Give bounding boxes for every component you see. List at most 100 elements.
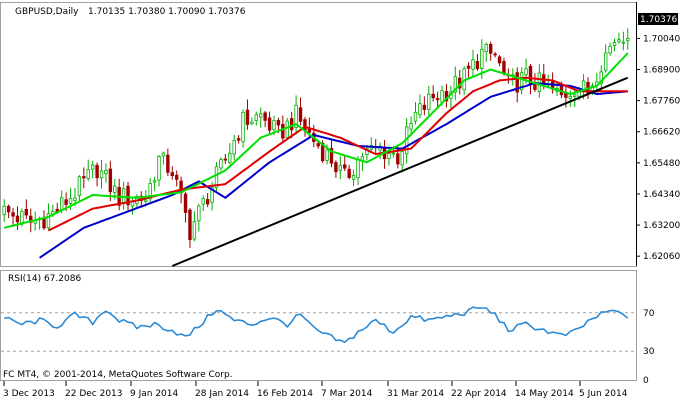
candle-body [391, 152, 396, 155]
candle-body [329, 148, 334, 164]
candle-body [11, 212, 15, 217]
candle-body [612, 42, 617, 47]
candle-body [617, 39, 621, 42]
candle-body [276, 119, 281, 126]
candle-body [338, 164, 343, 171]
candle-body [267, 117, 272, 131]
rsi-tick-label: 30 [643, 347, 655, 357]
candle-body [418, 103, 422, 116]
candle-body [497, 56, 502, 64]
candle-body [568, 95, 572, 99]
candle-body [294, 104, 298, 128]
candle-body [236, 138, 241, 141]
candle-body [599, 71, 603, 84]
time-tick-label: 5 Jun 2014 [579, 389, 628, 399]
time-tick-label: 16 Feb 2014 [257, 389, 313, 399]
rsi-tick-label: 70 [643, 309, 655, 319]
candle-body [440, 90, 444, 103]
rsi-levels [1, 312, 636, 352]
candle-body [320, 142, 325, 162]
candle-body [6, 205, 11, 213]
candle-body [356, 159, 360, 179]
support-trendline [171, 76, 629, 267]
candle-body [192, 221, 197, 240]
symbol-title: GBPUSD,Daily [15, 7, 79, 17]
candle-body [427, 93, 431, 110]
candle-body [603, 52, 608, 71]
current-price-tag-bg [638, 13, 678, 25]
candle-body [166, 154, 170, 173]
rsi-tick-label: 0 [643, 376, 649, 386]
rsi-axis: 70 30 0 [643, 309, 655, 386]
rsi-panel [0, 270, 637, 381]
trendline [171, 76, 629, 267]
ohlc-values: 1.70135 1.70380 1.70090 1.70376 [88, 7, 246, 17]
candle-body [422, 104, 427, 110]
candle-body [519, 72, 524, 91]
candle-body [183, 193, 188, 213]
candle-body [201, 198, 205, 205]
price-tick-label: 1.66620 [643, 128, 680, 138]
candle-body [387, 153, 391, 159]
candle-body [475, 61, 480, 70]
candle-body [29, 215, 33, 223]
candle-body [396, 153, 400, 165]
price-tick-label: 1.67760 [643, 97, 680, 107]
candle-body [493, 53, 497, 56]
candle-body [2, 205, 6, 216]
candle-body [351, 174, 356, 180]
candle-body [524, 68, 528, 76]
candle-body [272, 120, 276, 131]
candle-body [537, 72, 542, 92]
price-tick-label: 1.62060 [643, 252, 680, 262]
candle-body [60, 197, 64, 210]
price-tick-label: 1.68900 [643, 66, 680, 76]
candle-body [205, 199, 210, 205]
candle-body [343, 164, 347, 169]
ma-slow-line [39, 82, 628, 259]
price-axis: 1.70040 1.68900 1.67760 1.66620 1.65480 1.643… [636, 2, 680, 266]
candle-body [250, 121, 254, 125]
candle-body [42, 217, 46, 229]
candle-body [64, 199, 68, 205]
candle-body [626, 37, 630, 42]
candle-body [413, 111, 418, 122]
candle-body [259, 113, 263, 118]
candle-body [210, 187, 214, 203]
rsi-line [4, 306, 629, 344]
candle-body [484, 44, 488, 53]
candle-body [241, 111, 245, 143]
candle-body [113, 185, 117, 194]
time-tick-label: 28 Jan 2014 [195, 389, 249, 399]
candle-body [82, 176, 86, 179]
candle-body [577, 89, 581, 97]
candle-body [95, 164, 99, 179]
candle-body [170, 172, 174, 177]
candle-body [108, 168, 113, 193]
candle-body [219, 159, 223, 169]
rsi-label: RSI(14) 67.2086 [8, 274, 81, 284]
candle-body [46, 213, 51, 229]
candle-body [573, 94, 577, 97]
candle-body [254, 114, 258, 122]
candle-body [144, 199, 148, 202]
candle-body [68, 197, 73, 204]
candle-body [334, 162, 338, 173]
candle-body [471, 59, 475, 70]
candle-body [515, 72, 519, 93]
candle-body [174, 174, 179, 180]
candle-body [453, 76, 458, 93]
time-tick-label: 14 May 2014 [515, 389, 574, 399]
candle-body [73, 197, 77, 202]
candle-body [480, 48, 484, 69]
moving-averages [3, 52, 629, 259]
candle-body [431, 93, 435, 99]
candle-body [289, 118, 294, 131]
candle-body [325, 149, 329, 161]
candle-body [24, 208, 29, 216]
copyright-text: FC MT4, © 2001-2014, MetaQuotes Software… [3, 370, 233, 380]
candle-body [435, 98, 440, 101]
candle-body [161, 152, 166, 157]
time-tick-label: 3 Dec 2013 [3, 389, 55, 399]
